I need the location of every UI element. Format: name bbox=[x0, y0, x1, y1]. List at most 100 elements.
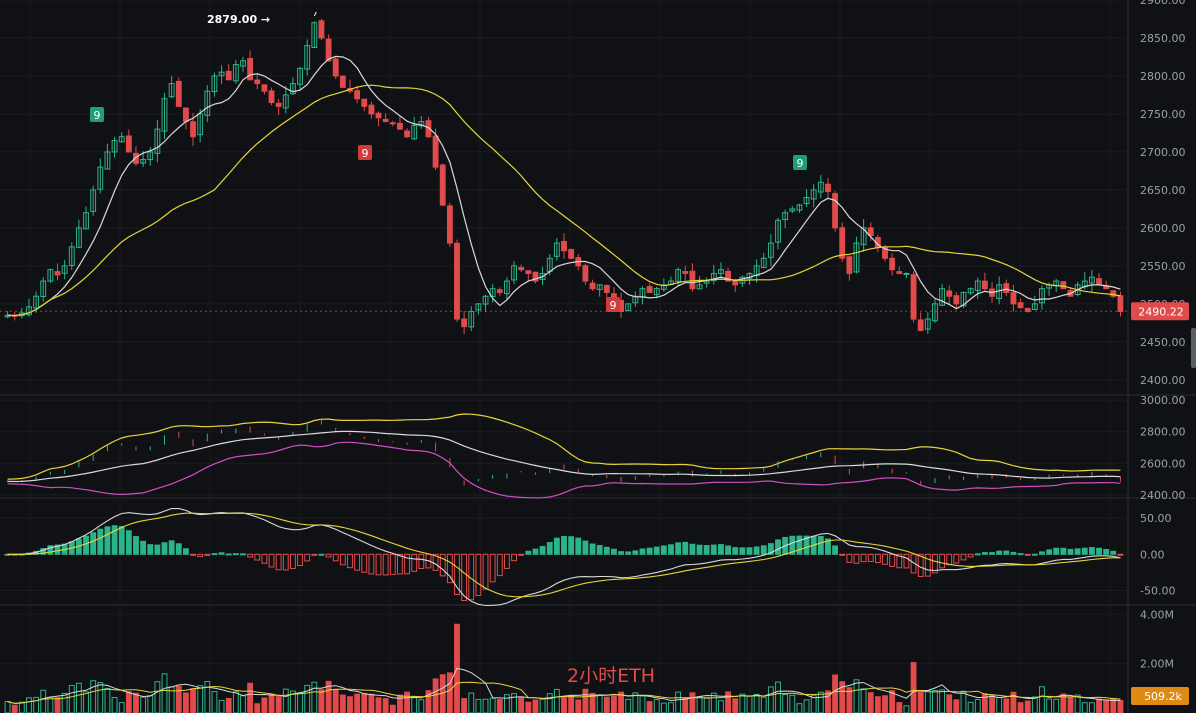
candle-down bbox=[839, 227, 846, 259]
volume-bar-down bbox=[133, 692, 139, 713]
volume-bar-down bbox=[268, 694, 275, 713]
macd-bar-negative bbox=[846, 553, 853, 563]
volume-panel[interactable] bbox=[4, 623, 1124, 713]
y-tick-label: 2900.00 bbox=[1140, 0, 1186, 7]
y-tick-label: 2700.00 bbox=[1140, 146, 1186, 159]
macd-bar-negative bbox=[1024, 553, 1031, 556]
candle-up bbox=[111, 140, 118, 153]
bollinger-panel[interactable] bbox=[7, 413, 1121, 499]
volume-bar-up bbox=[211, 691, 218, 713]
candle-up bbox=[411, 124, 418, 140]
candle-down bbox=[1117, 295, 1124, 312]
macd-bar-negative bbox=[482, 553, 489, 590]
volume-bar-up bbox=[753, 693, 760, 713]
volume-bar-up bbox=[90, 680, 97, 713]
macd-bar-negative bbox=[282, 553, 289, 571]
macd-bar-positive bbox=[796, 535, 803, 555]
candle-up bbox=[489, 288, 496, 298]
volume-bar-up bbox=[817, 691, 824, 713]
volume-bar-up bbox=[482, 698, 489, 713]
y-tick-label: 2550.00 bbox=[1140, 260, 1186, 273]
macd-bar-positive bbox=[775, 539, 781, 555]
volume-bar-up bbox=[282, 688, 289, 713]
y-tick-label: 2650.00 bbox=[1140, 184, 1186, 197]
macd-bar-negative bbox=[268, 553, 275, 568]
candle-down bbox=[432, 135, 439, 168]
macd-bar-negative bbox=[418, 553, 425, 569]
candle-up bbox=[932, 303, 938, 322]
candle-down bbox=[867, 227, 874, 236]
macd-bar-negative bbox=[197, 553, 204, 557]
macd-bar-positive bbox=[97, 528, 104, 555]
macd-bar-negative bbox=[860, 553, 867, 563]
candle-up bbox=[75, 227, 82, 248]
macd-bar-positive bbox=[118, 525, 125, 555]
macd-bar-negative bbox=[289, 553, 296, 569]
volume-bar-down bbox=[561, 697, 567, 713]
volume-bar-down bbox=[461, 698, 468, 713]
macd-bar-negative bbox=[396, 553, 403, 575]
volume-bar-down bbox=[318, 689, 325, 713]
price-panel[interactable] bbox=[0, 11, 1128, 335]
y-tick-label: 4.00M bbox=[1140, 608, 1174, 621]
volume-bar-down bbox=[389, 704, 396, 713]
candle-down bbox=[382, 118, 389, 123]
candle-up bbox=[1039, 288, 1045, 304]
volume-bar-up bbox=[118, 702, 125, 713]
macd-bar-positive bbox=[789, 535, 796, 555]
candle-up bbox=[924, 318, 931, 330]
macd-panel[interactable] bbox=[4, 507, 1124, 607]
y-tick-label: 2400.00 bbox=[1140, 489, 1186, 502]
candle-down bbox=[396, 122, 403, 130]
ma-short-line bbox=[7, 55, 1121, 317]
macd-bar-negative bbox=[504, 553, 510, 569]
volume-bar-up bbox=[1081, 702, 1088, 713]
candle-down bbox=[325, 38, 332, 62]
candle-up bbox=[789, 208, 796, 212]
candle-up bbox=[147, 151, 154, 161]
last-price-tag[interactable]: 2490.22 bbox=[1131, 302, 1189, 321]
macd-bar-positive bbox=[817, 536, 824, 555]
macd-bar-negative bbox=[382, 553, 389, 576]
macd-bar-positive bbox=[981, 552, 988, 555]
macd-bar-negative bbox=[511, 553, 517, 562]
scrollbar-handle[interactable] bbox=[1191, 328, 1196, 368]
candle-down bbox=[1096, 278, 1102, 286]
volume-bar-down bbox=[989, 694, 995, 713]
candle-up bbox=[118, 136, 125, 143]
y-tick-label: 2400.00 bbox=[1140, 374, 1186, 387]
candle-down bbox=[446, 205, 453, 244]
volume-bar-up bbox=[660, 702, 667, 713]
candle-down bbox=[561, 240, 567, 252]
candle-up bbox=[40, 280, 47, 298]
candle-down bbox=[682, 271, 689, 274]
candle-down bbox=[425, 120, 432, 138]
macd-bar-positive bbox=[989, 552, 995, 555]
macd-bar-negative bbox=[389, 553, 396, 575]
macd-bar-positive bbox=[147, 544, 154, 555]
macd-bar-positive bbox=[539, 545, 546, 555]
macd-bar-negative bbox=[489, 553, 496, 583]
macd-bar-negative bbox=[454, 553, 460, 596]
macd-bar-negative bbox=[446, 553, 453, 584]
candle-up bbox=[418, 121, 425, 127]
candle-up bbox=[240, 60, 246, 67]
macd-bar-negative bbox=[960, 553, 967, 561]
candle-down bbox=[568, 249, 575, 259]
volume-bar-down bbox=[190, 688, 196, 713]
macd-bar-positive bbox=[1110, 550, 1117, 555]
macd-bar-positive bbox=[753, 546, 760, 555]
y-tick-label: 0.00 bbox=[1140, 548, 1165, 561]
last-volume-tag[interactable]: 509.2k bbox=[1131, 687, 1189, 705]
candle-up bbox=[796, 204, 803, 211]
macd-bar-negative bbox=[924, 553, 931, 577]
price-axis[interactable]: 2900.00 2850.00 2800.00 2750.00 2700.00 2650.… bbox=[1140, 0, 1186, 671]
macd-bar-negative bbox=[254, 553, 261, 561]
volume-ma-short bbox=[7, 667, 1121, 704]
candle-up bbox=[675, 269, 682, 282]
macd-bar-positive bbox=[240, 553, 246, 556]
volume-ma-long bbox=[7, 681, 1121, 704]
volume-bar-down bbox=[532, 699, 539, 713]
